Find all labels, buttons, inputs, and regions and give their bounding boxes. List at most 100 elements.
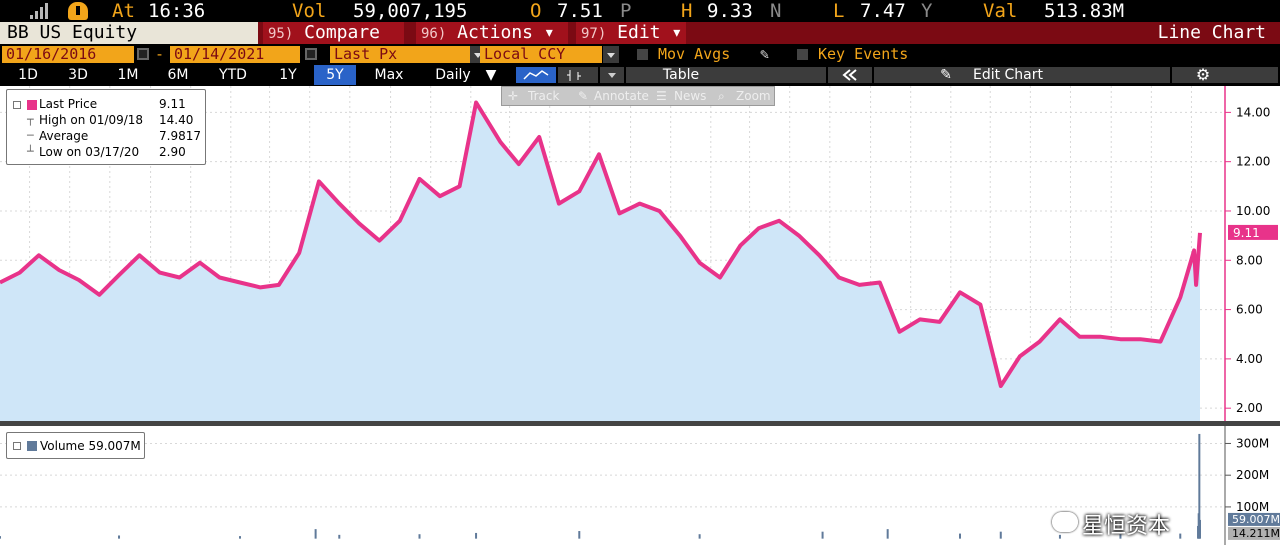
volume-bar — [886, 529, 889, 539]
period-6m[interactable]: 6M — [167, 67, 189, 83]
price-line — [0, 100, 1202, 388]
date-row: 01/16/2016 - 01/14/2021 Last Px Local CC… — [0, 44, 1280, 65]
at-label: At — [112, 0, 135, 22]
period-max[interactable]: Max — [374, 67, 404, 83]
table-button-area[interactable]: Table — [626, 67, 826, 83]
news-button[interactable]: News — [674, 89, 707, 103]
pencil-icon[interactable]: ✎ — [578, 89, 589, 103]
crosshair-icon[interactable]: ✛ — [508, 89, 519, 103]
chevron-down-icon[interactable] — [600, 67, 624, 83]
key-events-checkbox[interactable] — [797, 49, 808, 60]
legend-swatch — [27, 100, 37, 110]
legend-low-label: Low on 03/17/20 — [39, 145, 140, 159]
edit-dropdown-icon: ▾ — [671, 22, 683, 43]
period-1m[interactable]: 1M — [117, 67, 139, 83]
track-button[interactable]: Track — [528, 89, 560, 103]
field-select[interactable]: Last Px — [330, 46, 470, 63]
last-volume-label: 59.007M — [1232, 513, 1280, 526]
volume-bar — [578, 531, 581, 539]
volume-bar — [959, 533, 961, 539]
period-5y[interactable]: 5Y — [314, 65, 356, 85]
pencil-icon[interactable]: ✎ — [760, 45, 770, 63]
pencil-icon: ✎ — [940, 67, 952, 83]
legend-toggle[interactable] — [13, 442, 21, 450]
volume-bar — [821, 531, 824, 539]
gear-icon: ⚙ — [1195, 65, 1211, 84]
price-axis: 2.00 4.00 6.00 8.00 10.00 12.00 14.00 — [1225, 105, 1270, 415]
edit-chart-button[interactable]: ✎ Edit Chart — [874, 67, 1170, 83]
status-bar: At 16:36 Vol 59,007,195 O 7.51 P H 9.33 … — [0, 0, 1280, 22]
legend-row-high: ┬ High on 01/09/18 14.40 — [7, 113, 207, 129]
volume-tick-label: 300M — [1236, 436, 1269, 450]
zoom-icon[interactable]: ⌕ — [718, 89, 725, 103]
calendar-icon[interactable] — [137, 48, 149, 60]
price-legend[interactable]: Last Price 9.11 ┬ High on 01/09/18 14.40… — [6, 89, 206, 165]
signal-icon — [30, 3, 52, 19]
volume-legend[interactable]: Volume 59.007M — [6, 432, 145, 459]
volume-axis: 100M 200M 300M — [1225, 436, 1269, 514]
legend-row-last-price: Last Price 9.11 — [7, 97, 207, 113]
compare-button[interactable]: 95) Compare — [263, 22, 404, 44]
val-value: 513.83M — [1044, 0, 1125, 22]
legend-last-price-label: Last Price — [39, 97, 98, 111]
legend-average-label: Average — [39, 129, 89, 143]
legend-toggle[interactable] — [13, 101, 21, 109]
settings-button[interactable]: ⚙ — [1172, 65, 1278, 84]
vol-value: 59,007,195 — [353, 0, 468, 22]
period-1d[interactable]: 1D — [18, 67, 38, 83]
average-marker-icon: ─ — [27, 129, 34, 142]
volume-bar — [999, 531, 1002, 539]
table-button[interactable]: Table — [662, 67, 700, 83]
volume-bar — [1199, 519, 1201, 539]
line-chart-icon[interactable] — [516, 67, 556, 83]
mov-avgs-checkbox[interactable] — [637, 49, 648, 60]
edit-label: Edit — [617, 22, 661, 43]
period-row: 1D 3D 1M 6M YTD 1Y 5Y Max Daily ▼ Table … — [0, 65, 1280, 85]
key-events-label: Key Events — [818, 45, 909, 63]
calendar-icon[interactable] — [305, 48, 317, 60]
compare-label: Compare — [304, 22, 380, 43]
legend-row-low: ┴ Low on 03/17/20 2.90 — [7, 145, 207, 161]
volume-bar — [314, 529, 317, 539]
volume-bar — [239, 536, 241, 539]
frequency-select[interactable]: Daily — [435, 67, 471, 83]
secondary-volume-label: 14.211M — [1232, 527, 1280, 540]
period-1y[interactable]: 1Y — [279, 67, 297, 83]
legend-last-price-value: 9.11 — [159, 97, 186, 111]
volume-bar — [338, 534, 341, 539]
actions-button[interactable]: 96) Actions ▾ — [416, 22, 568, 44]
vol-label: Vol — [292, 0, 327, 22]
actions-label: Actions — [457, 22, 533, 43]
chevron-down-icon[interactable] — [603, 46, 619, 63]
annotate-toolbar: ✛ Track ✎ Annotate ☰ News ⌕ Zoom — [501, 86, 775, 106]
period-3d[interactable]: 3D — [68, 67, 88, 83]
volume-bar — [418, 534, 421, 539]
mov-avgs-label: Mov Avgs — [658, 45, 731, 63]
bar-chart-icon[interactable] — [558, 67, 598, 83]
news-icon[interactable]: ☰ — [656, 89, 667, 103]
pane-divider[interactable] — [0, 421, 1280, 426]
low-label: L — [833, 0, 845, 22]
open-flag: P — [620, 0, 632, 22]
period-ytd[interactable]: YTD — [219, 67, 247, 83]
ticker-field[interactable]: BB US Equity — [0, 22, 258, 44]
realtime-icon — [68, 2, 88, 20]
volume-bar — [1119, 534, 1122, 539]
zoom-button[interactable]: Zoom — [736, 89, 771, 103]
chevron-down-icon[interactable]: ▼ — [485, 67, 497, 83]
currency-select[interactable]: Local CCY — [480, 46, 602, 63]
legend-swatch — [27, 441, 37, 451]
command-bar: BB US Equity 95) Compare 96) Actions ▾ 9… — [0, 22, 1280, 44]
volume-bars — [0, 433, 1201, 539]
annotate-button[interactable]: Annotate — [594, 89, 649, 103]
collapse-icon[interactable] — [828, 67, 872, 83]
end-date-input[interactable]: 01/14/2021 — [170, 46, 300, 63]
low-flag: Y — [921, 0, 933, 22]
legend-low-value: 2.90 — [159, 145, 186, 159]
price-area — [0, 102, 1200, 421]
volume-bar — [1198, 433, 1201, 539]
volume-tick-label: 200M — [1236, 468, 1269, 482]
open-label: O — [530, 0, 542, 22]
start-date-input[interactable]: 01/16/2016 — [2, 46, 134, 63]
edit-button[interactable]: 97) Edit ▾ — [576, 22, 686, 44]
